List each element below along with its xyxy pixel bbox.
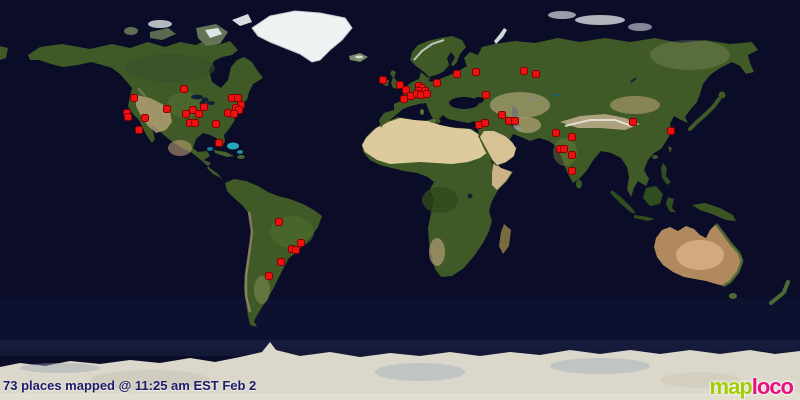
place-marker xyxy=(135,126,143,134)
place-marker xyxy=(230,110,238,118)
place-marker xyxy=(402,86,410,94)
region-oceania xyxy=(610,186,790,305)
place-marker xyxy=(130,94,138,102)
place-marker xyxy=(423,90,431,98)
maploco-logo[interactable]: maploco xyxy=(709,374,794,399)
place-marker xyxy=(453,70,461,78)
place-marker xyxy=(568,151,576,159)
place-marker xyxy=(292,246,300,254)
place-marker xyxy=(215,139,223,147)
place-marker xyxy=(297,239,305,247)
place-marker xyxy=(433,79,441,87)
continent-north-america xyxy=(0,40,263,182)
place-marker xyxy=(163,105,171,113)
continent-antarctica xyxy=(0,342,800,400)
place-marker xyxy=(560,145,568,153)
continent-africa xyxy=(362,117,513,277)
place-marker xyxy=(552,129,560,137)
place-marker xyxy=(481,119,489,127)
place-marker xyxy=(472,68,480,76)
status-text: 73 places mapped @ 11:25 am EST Feb 2 xyxy=(3,378,257,393)
place-marker xyxy=(511,117,519,125)
place-marker xyxy=(629,118,637,126)
place-marker xyxy=(498,111,506,119)
place-marker xyxy=(265,272,273,280)
logo-part-loco: loco xyxy=(751,374,794,399)
logo-part-map: map xyxy=(709,374,753,399)
place-marker xyxy=(141,114,149,122)
place-marker xyxy=(277,258,285,266)
place-marker xyxy=(191,119,199,127)
place-marker xyxy=(275,218,283,226)
place-marker xyxy=(124,113,132,121)
place-marker xyxy=(182,110,190,118)
region-arctic xyxy=(124,10,652,63)
region-east-asia-islands xyxy=(576,91,726,189)
continent-eurasia xyxy=(379,36,758,197)
place-marker xyxy=(520,67,528,75)
place-marker xyxy=(195,110,203,118)
place-marker xyxy=(200,103,208,111)
place-marker xyxy=(180,85,188,93)
place-marker xyxy=(532,70,540,78)
place-marker xyxy=(482,91,490,99)
place-marker xyxy=(379,76,387,84)
place-marker xyxy=(568,167,576,175)
place-marker xyxy=(212,120,220,128)
status-bar: 73 places mapped @ 11:25 am EST Feb 2 xyxy=(3,378,256,393)
region-caribbean xyxy=(207,142,245,159)
place-marker xyxy=(568,133,576,141)
place-marker xyxy=(396,81,404,89)
place-marker xyxy=(667,127,675,135)
